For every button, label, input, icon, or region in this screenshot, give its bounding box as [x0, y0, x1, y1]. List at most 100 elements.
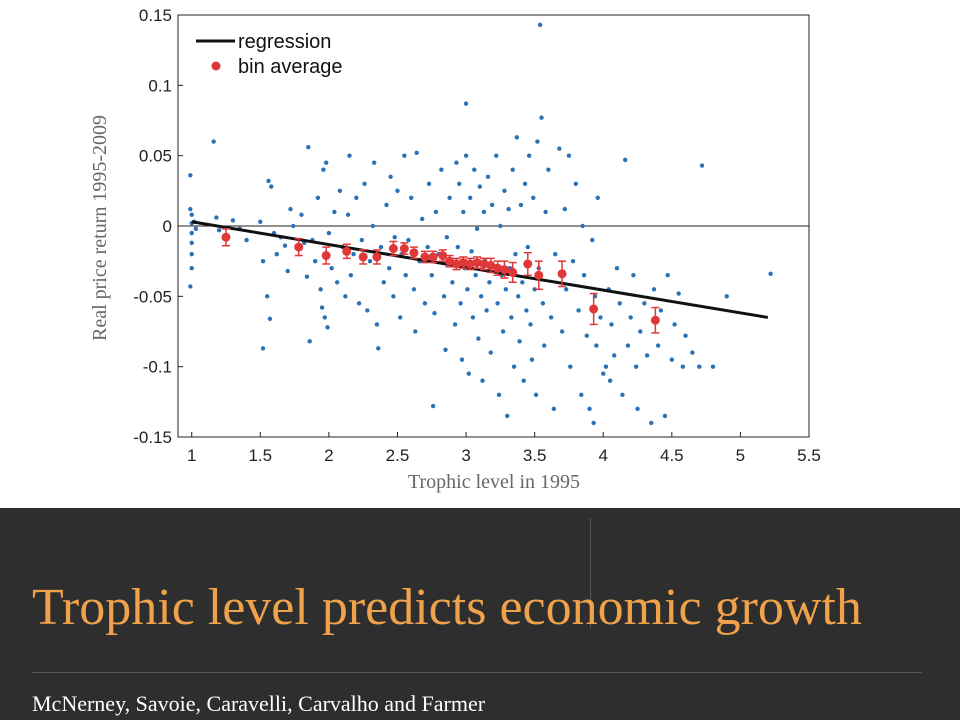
y-tick-label: 0.05: [139, 147, 172, 166]
scatter-point: [625, 343, 631, 348]
scatter-point: [488, 350, 493, 355]
scatter-point: [351, 251, 356, 257]
scatter-point: [489, 202, 495, 208]
scatter-point: [478, 294, 484, 299]
scatter-point: [699, 163, 705, 168]
scatter-point: [189, 266, 194, 271]
scatter-point: [474, 226, 480, 232]
scatter-point: [665, 273, 670, 278]
bin-average-point: [388, 244, 398, 254]
scatter-point: [511, 364, 517, 369]
scatter-point: [193, 226, 199, 232]
bin-average-point: [420, 252, 430, 262]
scatter-point: [463, 153, 469, 158]
scatter-point: [458, 301, 463, 306]
scatter-point: [481, 209, 487, 215]
scatter-point: [584, 333, 589, 338]
scatter-point: [432, 311, 437, 316]
scatter-point: [477, 184, 482, 189]
y-tick-label: -0.05: [133, 287, 172, 306]
scatter-point: [466, 371, 472, 376]
scatter-point: [551, 406, 557, 412]
scatter-point: [343, 294, 348, 299]
scatter-point: [628, 315, 633, 320]
scatter-chart: 1 1.5 2 2.5 3 3.5 4 4.5 5 5.5 0.15 0.1 0.05 0 -0.05 -0…: [89, 6, 821, 493]
scatter-point: [371, 160, 377, 165]
bin-average-point: [589, 304, 599, 314]
scatter-point: [455, 244, 461, 250]
scatter-point: [216, 228, 222, 233]
scatter-point: [461, 209, 466, 215]
x-tick-label: 5.5: [797, 446, 821, 465]
scatter-point: [476, 336, 481, 341]
x-tick-label: 2.5: [386, 446, 410, 465]
scatter-point: [214, 215, 219, 220]
scatter-point: [392, 235, 397, 240]
scatter-point: [260, 346, 266, 351]
scatter-point: [532, 287, 537, 292]
scatter-point: [312, 258, 318, 264]
scatter-point: [325, 325, 330, 330]
scatter-point: [473, 273, 478, 278]
scatter-point: [307, 339, 312, 344]
scatter-point: [332, 209, 337, 215]
scatter-point: [443, 347, 448, 352]
x-tick-label: 3.5: [523, 446, 547, 465]
scatter-point: [601, 371, 606, 376]
scatter-point: [457, 181, 462, 186]
scatter-point: [447, 195, 452, 201]
scatter-point: [323, 160, 329, 165]
scatter-point: [411, 287, 417, 292]
scatter-point: [414, 150, 419, 156]
scatter-point: [655, 343, 661, 348]
bin-average-point: [321, 251, 331, 261]
scatter-point: [503, 287, 509, 292]
scatter-point: [487, 280, 492, 285]
chart-panel: 1 1.5 2 2.5 3 3.5 4 4.5 5 5.5 0.15 0.1 0.05 0 -0.05 -0…: [89, 6, 821, 493]
scatter-point: [683, 333, 688, 338]
scatter-point: [444, 235, 450, 240]
scatter-point: [614, 266, 620, 271]
scatter-point: [285, 268, 290, 274]
scatter-point: [244, 237, 249, 243]
scatter-point: [710, 364, 716, 369]
bin-average-point: [472, 258, 482, 268]
x-tick-label: 5: [736, 446, 745, 465]
scatter-point: [384, 202, 389, 208]
scatter-point: [470, 315, 476, 320]
scatter-point: [188, 173, 193, 178]
scatter-point: [662, 413, 668, 419]
scatter-point: [258, 219, 263, 224]
scatter-point: [635, 406, 640, 412]
scatter-points: [188, 22, 773, 426]
bin-average-point: [465, 259, 475, 269]
scatter-point: [595, 195, 600, 201]
scatter-point: [539, 115, 544, 120]
scatter-point: [724, 294, 729, 299]
scatter-point: [406, 237, 411, 243]
scatter-point: [500, 329, 506, 334]
scatter-point: [189, 230, 194, 236]
y-tick-label: -0.15: [133, 428, 172, 447]
scatter-point: [403, 273, 408, 278]
scatter-point: [515, 294, 521, 299]
scatter-point: [509, 315, 514, 320]
scatter-point: [513, 251, 518, 257]
scatter-point: [576, 308, 581, 313]
scatter-point: [517, 339, 522, 344]
scatter-point: [495, 301, 500, 306]
scatter-point: [465, 287, 470, 292]
scatter-point: [426, 181, 432, 186]
scatter-point: [345, 212, 351, 217]
bin-average-point: [409, 248, 419, 258]
scatter-point: [494, 153, 499, 158]
scatter-point: [304, 274, 310, 279]
scatter-point: [609, 322, 614, 327]
scatter-point: [321, 167, 326, 172]
scatter-point: [359, 237, 365, 243]
scatter-point: [469, 249, 474, 254]
scatter-point: [642, 301, 647, 306]
scatter-point: [570, 258, 576, 264]
scatter-point: [484, 308, 489, 313]
scatter-point: [395, 188, 400, 194]
